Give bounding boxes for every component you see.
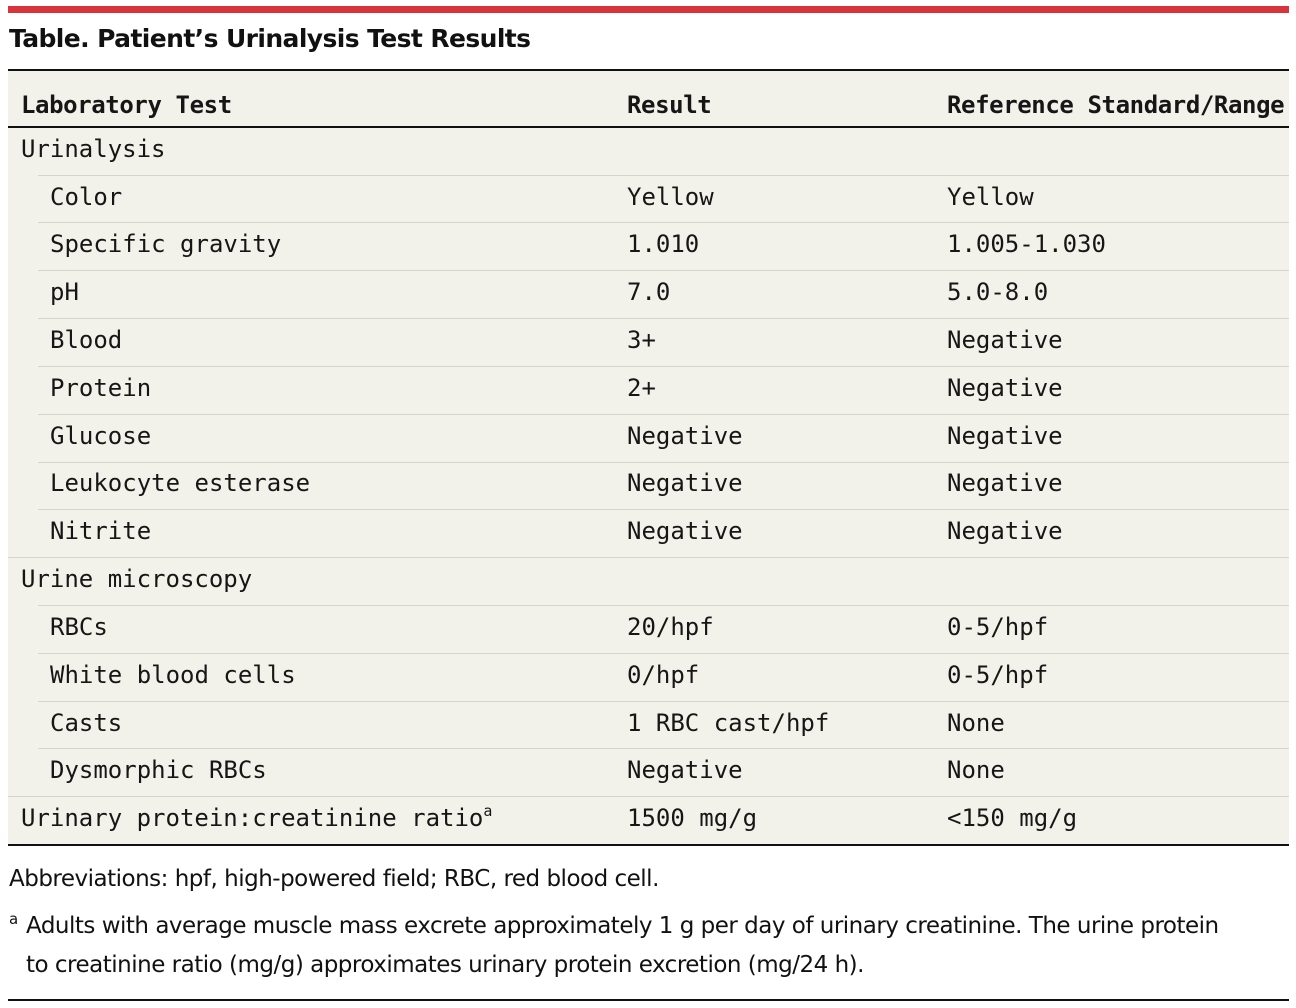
test-result: 7.0 <box>627 278 671 306</box>
test-name: Color <box>50 183 123 211</box>
test-reference: Negative <box>947 326 1063 354</box>
test-name: Blood <box>50 326 123 354</box>
test-reference: 0-5/hpf <box>947 613 1049 641</box>
test-name: Dysmorphic RBCs <box>50 756 267 784</box>
test-name: Urinary protein:creatinine ratioa <box>21 802 493 833</box>
section-divider <box>8 796 1289 797</box>
urinalysis-table: Laboratory Test Result Reference Standar… <box>8 69 1289 846</box>
test-reference: Yellow <box>947 183 1034 211</box>
row-divider <box>38 605 1289 606</box>
row-divider <box>38 366 1289 367</box>
footnote-mark: a <box>9 910 19 928</box>
test-reference: Negative <box>947 422 1063 450</box>
row-divider <box>38 748 1289 749</box>
test-result: Yellow <box>627 183 714 211</box>
test-name: Casts <box>50 709 123 737</box>
test-result: 1500 mg/g <box>627 804 758 832</box>
row-divider <box>38 175 1289 176</box>
test-reference: 0-5/hpf <box>947 661 1049 689</box>
row-divider <box>38 653 1289 654</box>
table-title: Table. Patient’s Urinalysis Test Results <box>9 24 531 53</box>
test-result: 20/hpf <box>627 613 714 641</box>
test-name: pH <box>50 278 79 306</box>
row-divider <box>38 414 1289 415</box>
test-result: 1.010 <box>627 230 700 258</box>
test-name: RBCs <box>50 613 108 641</box>
test-result: Negative <box>627 756 743 784</box>
row-divider <box>38 318 1289 319</box>
header-laboratory-test: Laboratory Test <box>21 91 232 119</box>
section-label: Urine microscopy <box>21 565 253 593</box>
test-result: Negative <box>627 469 743 497</box>
test-name: White blood cells <box>50 661 296 689</box>
row-divider <box>38 222 1289 223</box>
header-result: Result <box>627 91 712 119</box>
test-name: Protein <box>50 374 152 402</box>
test-result: 0/hpf <box>627 661 700 689</box>
test-reference: None <box>947 709 1005 737</box>
test-reference: <150 mg/g <box>947 804 1078 832</box>
title-accent-rule <box>8 6 1289 13</box>
header-divider <box>8 126 1289 128</box>
test-name: Specific gravity <box>50 230 282 258</box>
row-divider <box>38 462 1289 463</box>
row-divider <box>38 270 1289 271</box>
test-result: 3+ <box>627 326 656 354</box>
test-result: Negative <box>627 517 743 545</box>
header-reference-range: Reference Standard/Range <box>947 91 1285 119</box>
test-name: Glucose <box>50 422 152 450</box>
test-name: Nitrite <box>50 517 152 545</box>
abbreviations-note: Abbreviations: hpf, high-powered field; … <box>9 866 659 892</box>
test-reference: Negative <box>947 517 1063 545</box>
row-divider <box>38 509 1289 510</box>
footnote-text-line-2: to creatinine ratio (mg/g) approximates … <box>26 952 864 978</box>
test-result: 1 RBC cast/hpf <box>627 709 830 737</box>
row-divider <box>38 701 1289 702</box>
footnote-text-line-1: Adults with average muscle mass excrete … <box>26 913 1219 939</box>
test-reference: 1.005-1.030 <box>947 230 1106 258</box>
section-divider <box>8 557 1289 558</box>
test-reference: Negative <box>947 469 1063 497</box>
test-reference: Negative <box>947 374 1063 402</box>
test-reference: None <box>947 756 1005 784</box>
ratio-label: Urinary protein:creatinine ratio <box>21 804 484 832</box>
test-result: Negative <box>627 422 743 450</box>
footnote-marker: a <box>483 802 493 820</box>
test-name: Leukocyte esterase <box>50 469 311 497</box>
test-reference: 5.0-8.0 <box>947 278 1049 306</box>
section-label: Urinalysis <box>21 135 166 163</box>
test-result: 2+ <box>627 374 656 402</box>
bottom-rule <box>8 999 1289 1001</box>
